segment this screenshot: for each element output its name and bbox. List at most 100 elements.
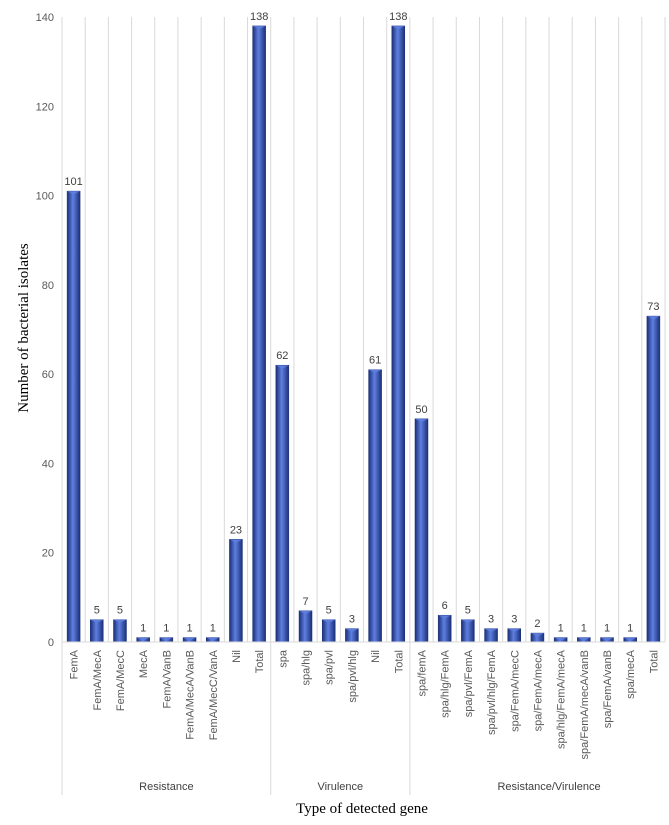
data-label: 3 <box>488 614 494 626</box>
bar-highlight <box>577 637 591 642</box>
bar-highlight <box>507 628 521 633</box>
x-tick-label: spa <box>277 649 289 668</box>
data-label: 5 <box>326 605 332 617</box>
y-tick-label: 40 <box>42 458 54 470</box>
x-tick-label: MecA <box>138 649 150 678</box>
bar-highlight <box>600 637 614 642</box>
x-tick-label: spa/pvl/hlg <box>347 650 359 703</box>
group-label: Virulence <box>317 781 363 793</box>
group-label: Resistance <box>139 781 193 793</box>
bar <box>391 25 406 643</box>
bar-highlight <box>554 637 568 642</box>
bar <box>414 418 429 643</box>
bar <box>298 610 313 643</box>
bar <box>368 369 382 643</box>
bar-highlight <box>113 619 127 624</box>
data-label: 73 <box>647 301 659 313</box>
y-tick-label: 140 <box>36 12 54 24</box>
bar-highlight <box>368 369 382 374</box>
data-label: 5 <box>117 605 123 617</box>
x-tick-label: FemA/VanB <box>161 650 173 709</box>
bar <box>437 614 452 643</box>
x-tick-label: spa/FemA/vanB <box>602 650 614 728</box>
data-label: 1 <box>140 623 146 635</box>
bar <box>229 539 243 643</box>
bar-highlight <box>90 619 104 624</box>
bar-highlight <box>646 316 660 320</box>
x-tick-label: spa/pvl/FemA <box>463 649 475 717</box>
x-tick-label: FemA/MecC <box>115 650 127 711</box>
bar <box>252 25 266 643</box>
data-label: 1 <box>581 623 587 635</box>
data-label: 2 <box>534 618 540 630</box>
x-tick-label: spa/pvl/hlg/FemA <box>486 649 498 735</box>
x-tick-label: spa/hlg/FemA/mecA <box>556 649 568 749</box>
bar-highlight <box>322 619 336 624</box>
bar <box>646 315 661 643</box>
y-tick-label: 100 <box>36 191 54 203</box>
x-tick-label: spa/hlg <box>301 650 313 685</box>
data-label: 7 <box>302 596 308 608</box>
x-tick-label: FemA/MecC/VanA <box>208 649 220 740</box>
data-label: 138 <box>250 11 268 23</box>
bar-highlight <box>136 637 150 642</box>
x-tick-label: Nil <box>231 650 243 663</box>
data-label: 6 <box>442 600 448 612</box>
x-tick-label: Total <box>648 650 660 673</box>
data-label: 61 <box>369 355 381 367</box>
bar-highlight <box>183 637 197 642</box>
y-tick-label: 20 <box>42 548 54 560</box>
bar-highlight <box>229 539 243 543</box>
y-axis: 0 20 40 60 80 100 120 140 <box>36 12 54 649</box>
x-axis: FemA FemA/MecA FemA/MecC MecA FemA/VanB FemA/… <box>62 641 665 793</box>
data-label: 23 <box>230 524 242 536</box>
bar-highlight <box>275 365 289 369</box>
bar-highlight <box>252 25 266 30</box>
x-tick-label: spa/FemA/mecA <box>532 649 544 731</box>
bar-highlight <box>438 615 452 619</box>
x-tick-label: spa/FemA/mecA/vanB <box>579 650 591 759</box>
data-label: 1 <box>627 623 633 635</box>
y-tick-label: 80 <box>42 280 54 292</box>
data-label: 1 <box>163 623 169 635</box>
bar-highlight <box>67 191 81 195</box>
data-label: 1 <box>186 623 192 635</box>
data-label: 1 <box>210 623 216 635</box>
data-label: 5 <box>465 605 471 617</box>
data-label: 3 <box>511 614 517 626</box>
bar-highlight <box>414 418 428 423</box>
bar-highlight <box>159 637 173 642</box>
x-tick-label: Nil <box>370 650 382 663</box>
vertical-gridlines <box>61 17 666 795</box>
bar-highlight <box>345 628 359 633</box>
bar <box>66 190 81 643</box>
bar-highlight <box>623 637 637 642</box>
y-tick-label: 120 <box>36 101 54 113</box>
data-label: 1 <box>558 623 564 635</box>
x-tick-label: FemA <box>69 649 81 679</box>
bar-highlight <box>391 25 405 30</box>
x-tick-label: spa/femA <box>416 649 428 696</box>
x-axis-title: Type of detected gene <box>296 801 428 817</box>
x-tick-label: spa/mecA <box>625 649 637 699</box>
data-label: 50 <box>415 404 427 416</box>
data-label: 1 <box>604 623 610 635</box>
x-tick-label: spa/hlg/FemA <box>440 649 452 718</box>
data-label: 5 <box>94 605 100 617</box>
y-tick-label: 60 <box>42 369 54 381</box>
bar <box>275 364 290 643</box>
x-tick-label: Total <box>393 650 405 673</box>
y-axis-title: Number of bacterial isolates <box>16 243 32 413</box>
bar-highlight <box>206 637 220 642</box>
bar-highlight <box>299 610 313 615</box>
x-tick-label: FemA/MecA <box>92 649 104 710</box>
group-label: Resistance/Virulence <box>497 781 600 793</box>
data-label: 101 <box>64 176 82 188</box>
x-tick-label: Total <box>254 650 266 673</box>
data-label: 62 <box>276 350 288 362</box>
x-tick-label: spa/pvl <box>324 650 336 685</box>
x-tick-label: spa/FemA/mecC <box>509 650 521 732</box>
bar-highlight <box>530 633 544 637</box>
data-label: 138 <box>389 11 407 23</box>
